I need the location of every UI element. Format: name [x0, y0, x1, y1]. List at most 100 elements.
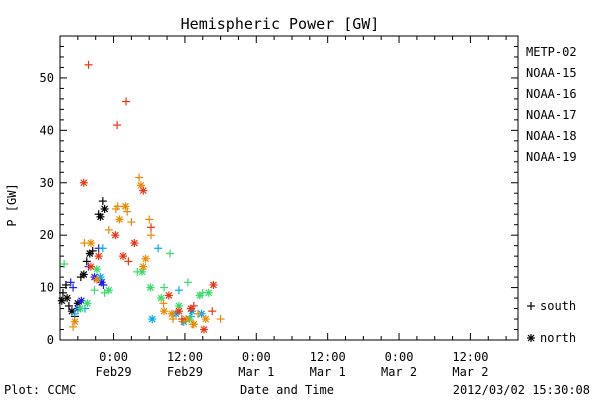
- x-tick-time-label: 12:00: [167, 350, 203, 364]
- legend-entry: NOAA-17: [526, 108, 577, 122]
- legend-south-symbol: [527, 302, 535, 310]
- legend-hemisphere-label: north: [540, 331, 576, 345]
- y-tick-label: 10: [40, 281, 54, 295]
- timestamp: 2012/03/02 15:30:08: [453, 383, 590, 397]
- point-noaa-17-south: [166, 249, 175, 258]
- point-noaa-18-north: [86, 239, 95, 248]
- x-tick-date-label: Feb29: [167, 365, 203, 379]
- y-tick-label: 30: [40, 176, 54, 190]
- point-noaa-18-south: [147, 231, 156, 240]
- legend-entry: NOAA-19: [526, 150, 577, 164]
- point-noaa-19-south: [113, 121, 122, 130]
- point-noaa-19-north: [174, 307, 183, 316]
- x-tick-time-label: 0:00: [99, 350, 128, 364]
- x-tick-time-label: 0:00: [242, 350, 271, 364]
- point-metp-02-north: [63, 294, 72, 303]
- legend-entry: NOAA-18: [526, 129, 577, 143]
- point-noaa-18-north: [92, 275, 101, 284]
- y-tick-label: 0: [47, 333, 54, 347]
- point-noaa-19-north: [209, 280, 218, 289]
- point-noaa-18-south: [127, 218, 136, 227]
- point-noaa-18-south: [169, 315, 178, 324]
- point-noaa-18-north: [139, 262, 148, 271]
- point-noaa-19-south: [124, 257, 133, 266]
- x-tick-date-label: Feb29: [95, 365, 131, 379]
- point-noaa-18-south: [104, 225, 113, 234]
- point-noaa-19-north: [139, 186, 148, 195]
- point-noaa-19-north: [186, 304, 195, 313]
- legend-north-symbol: [527, 334, 535, 342]
- point-noaa-15-north: [77, 296, 86, 305]
- point-noaa-17-north: [104, 286, 113, 295]
- point-noaa-17-north: [174, 301, 183, 310]
- point-noaa-16-north: [96, 273, 105, 282]
- point-noaa-17-north: [146, 283, 155, 292]
- point-noaa-15-south: [66, 278, 75, 287]
- point-noaa-18-south: [135, 173, 144, 182]
- point-noaa-19-north: [86, 262, 95, 271]
- point-noaa-19-north: [111, 231, 120, 240]
- point-noaa-19-north: [94, 252, 103, 261]
- point-noaa-17-north: [195, 291, 204, 300]
- point-noaa-19-north: [119, 252, 128, 261]
- point-noaa-16-south: [70, 309, 79, 318]
- y-tick-label: 50: [40, 71, 54, 85]
- x-tick-time-label: 12:00: [310, 350, 346, 364]
- x-tick-date-label: Mar 2: [381, 365, 417, 379]
- x-tick-date-label: Mar 1: [310, 365, 346, 379]
- point-metp-02-south: [61, 280, 70, 289]
- point-noaa-16-south: [98, 244, 107, 253]
- point-noaa-16-south: [174, 286, 183, 295]
- point-noaa-19-south: [122, 97, 131, 106]
- point-noaa-19-south: [84, 60, 93, 69]
- point-noaa-19-north: [130, 239, 139, 248]
- point-noaa-18-south: [113, 202, 122, 211]
- legend-hemisphere-label: south: [540, 299, 576, 313]
- point-noaa-15-south: [69, 283, 78, 292]
- point-noaa-18-north: [167, 309, 176, 318]
- x-tick-time-label: 12:00: [452, 350, 488, 364]
- data-marks: [57, 60, 225, 334]
- point-metp-02-south: [82, 257, 91, 266]
- point-metp-02-north: [96, 212, 105, 221]
- point-noaa-19-north: [199, 325, 208, 334]
- point-metp-02-north: [100, 204, 109, 213]
- point-noaa-19-south: [177, 315, 186, 324]
- point-noaa-18-north: [115, 215, 124, 224]
- point-noaa-16-north: [148, 315, 157, 324]
- point-noaa-17-north: [83, 299, 92, 308]
- point-noaa-19-north: [79, 178, 88, 187]
- point-noaa-18-south: [159, 299, 168, 308]
- point-metp-02-north: [85, 249, 94, 258]
- legend-entry: NOAA-15: [526, 66, 577, 80]
- chart-title: Hemispheric Power [GW]: [181, 15, 380, 33]
- point-noaa-17-north: [204, 288, 213, 297]
- point-noaa-18-south: [145, 215, 154, 224]
- point-metp-02-south: [58, 288, 67, 297]
- y-tick-label: 20: [40, 228, 54, 242]
- point-noaa-19-south: [208, 307, 217, 316]
- point-noaa-17-south: [90, 286, 99, 295]
- point-metp-02-north: [57, 296, 66, 305]
- point-metp-02-south: [98, 197, 107, 206]
- point-noaa-17-north: [76, 304, 85, 313]
- point-noaa-17-south: [183, 278, 192, 287]
- point-noaa-19-north: [164, 291, 173, 300]
- point-noaa-18-north: [70, 317, 79, 326]
- point-noaa-18-south: [216, 315, 225, 324]
- point-noaa-18-north: [189, 320, 198, 329]
- plot-frame: [59, 35, 519, 341]
- point-noaa-17-south: [60, 260, 69, 268]
- point-noaa-18-north: [121, 202, 130, 211]
- y-tick-label: 40: [40, 123, 54, 137]
- point-noaa-17-south: [100, 288, 109, 297]
- x-tick-date-label: Mar 1: [238, 365, 274, 379]
- point-noaa-18-south: [193, 309, 202, 318]
- point-metp-02-north: [79, 270, 88, 279]
- point-noaa-18-north: [141, 254, 150, 263]
- point-noaa-18-north: [160, 307, 169, 316]
- point-noaa-17-north: [138, 267, 147, 276]
- x-tick-date-label: Mar 2: [452, 365, 488, 379]
